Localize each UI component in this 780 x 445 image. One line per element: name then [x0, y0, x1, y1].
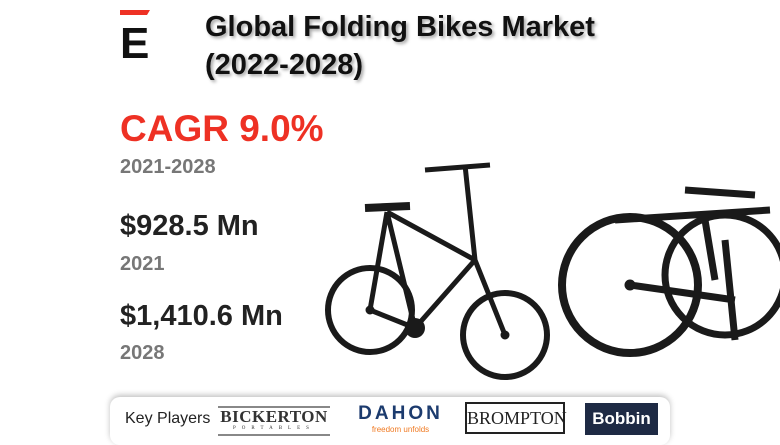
- key-players-label: Key Players: [125, 410, 211, 427]
- svg-text:E: E: [120, 19, 149, 60]
- page-title: Global Folding Bikes Market (2022-2028): [205, 8, 595, 84]
- key-players-bar: [110, 397, 670, 445]
- market-value-2021: $928.5 Mn: [120, 210, 259, 242]
- brand-name: BICKERTON: [220, 407, 328, 426]
- brand-bickerton: BICKERTON PORTABLES: [218, 406, 330, 436]
- brand-name: DAHON: [358, 403, 443, 424]
- market-value-2028: $1,410.6 Mn: [120, 300, 283, 332]
- company-logo: E: [120, 10, 150, 60]
- cagr-value: CAGR 9.0%: [120, 108, 324, 149]
- market-year-2028: 2028: [120, 342, 165, 364]
- cagr-period: 2021-2028: [120, 156, 216, 178]
- brand-brompton: BROMPTON: [465, 402, 567, 434]
- title-line-1: Global Folding Bikes Market: [205, 11, 595, 43]
- brand-dahon: DAHON freedom unfolds: [348, 403, 453, 434]
- title-line-2: (2022-2028): [205, 49, 363, 81]
- market-year-2021: 2021: [120, 253, 165, 275]
- brand-tagline: freedom unfolds: [371, 425, 430, 434]
- brand-tagline: PORTABLES: [233, 426, 315, 431]
- folded-bike-image: [558, 186, 780, 357]
- folding-bike-image: [325, 162, 550, 380]
- brand-bobbin: Bobbin: [585, 403, 658, 435]
